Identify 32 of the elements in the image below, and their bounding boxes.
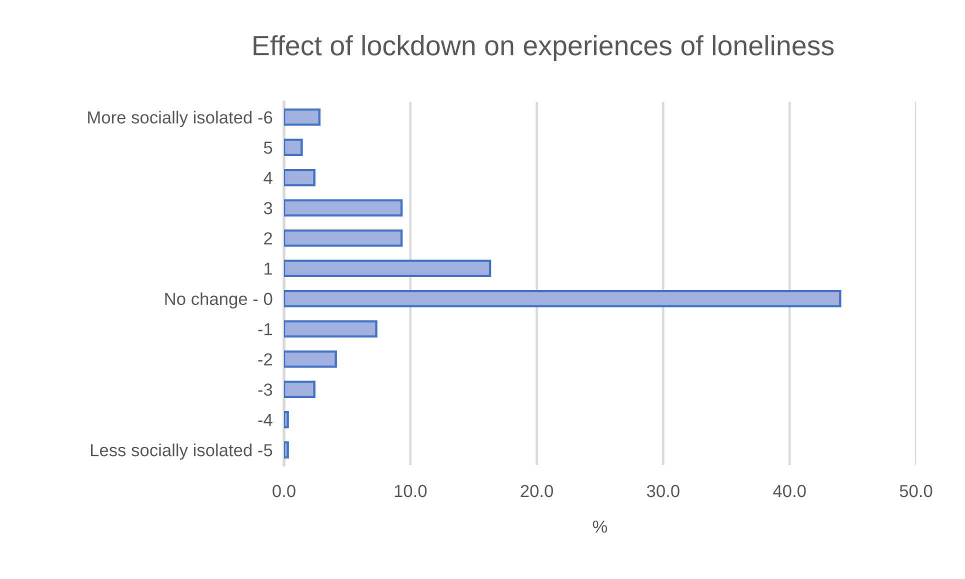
bar (284, 290, 842, 308)
y-tick-label: Less socially isolated -5 (90, 444, 272, 460)
bar (284, 410, 289, 428)
y-tick-label: 5 (264, 142, 272, 154)
bar (284, 260, 492, 278)
y-tick-label: 4 (264, 172, 272, 184)
y-tick-label: 1 (264, 262, 272, 275)
y-tick-label: 3 (264, 202, 272, 214)
x-axis-title: % (592, 520, 608, 533)
bar (284, 199, 403, 217)
bar (284, 350, 337, 368)
x-tick-label: 0.0 (272, 484, 296, 498)
bar (284, 168, 316, 186)
bar (284, 441, 289, 459)
x-tick-label: 20.0 (520, 484, 554, 498)
bar (284, 380, 316, 398)
y-tick-label: -2 (258, 353, 272, 366)
bar (284, 138, 303, 156)
y-tick-label: 2 (264, 232, 272, 244)
y-tick-label: More socially isolated -6 (88, 110, 272, 128)
bar (284, 229, 403, 247)
x-tick-label: 50.0 (900, 484, 932, 498)
x-tick-label: 10.0 (394, 484, 427, 498)
chart-title: Effect of lockdown on experiences of loneliness (254, 35, 834, 61)
bar (284, 108, 320, 126)
y-tick-label: -3 (258, 384, 272, 396)
y-tick-label: -1 (258, 323, 272, 336)
y-tick-label: -4 (258, 414, 272, 426)
bar (284, 320, 378, 338)
y-tick-label: No change - 0 (165, 292, 272, 309)
x-tick-label: 40.0 (773, 484, 806, 498)
x-tick-label: 30.0 (646, 484, 680, 498)
